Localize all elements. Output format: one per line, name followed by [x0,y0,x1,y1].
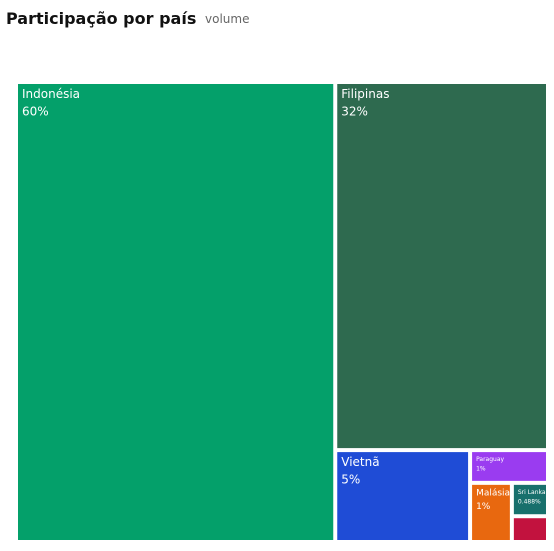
tile [472,452,546,481]
tile [337,452,469,540]
tile-label: Filipinas [341,87,389,101]
chart-title: Participação por país [6,9,196,28]
tile [513,518,546,540]
tile-label: Sri Lanka [518,489,546,496]
tile-label: Paraguay [476,456,504,463]
tile-value: 0.488% [518,498,541,505]
tile-value: 1% [476,502,491,512]
tile-value: 32% [341,105,368,119]
tile-label: Malásia [476,488,510,498]
tile [513,484,546,515]
tile [472,484,510,540]
tile-value: 1% [476,465,486,472]
chart-subtitle: volume [205,12,249,26]
tile-label: Vietnã [341,455,379,469]
tile-value: 60% [22,105,49,119]
tile-value: 5% [341,473,360,487]
tile [337,84,546,449]
tile-label: Indonésia [22,87,80,101]
tile [18,84,334,540]
